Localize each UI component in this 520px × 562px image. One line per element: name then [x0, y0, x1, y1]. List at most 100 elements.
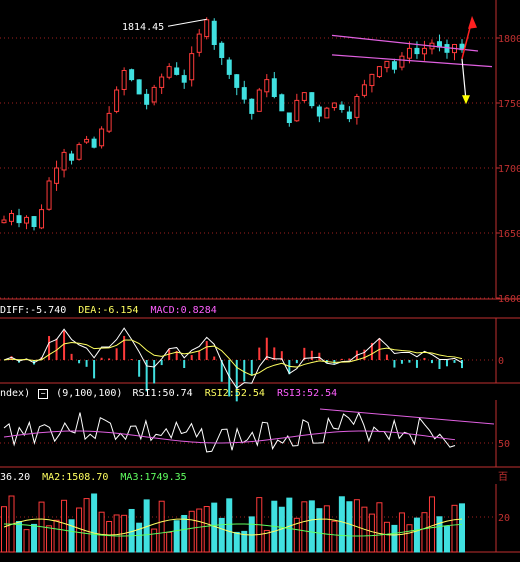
candle-body — [24, 216, 30, 224]
rsi-params: (9,100,100) — [56, 388, 123, 399]
macd-diff-line — [3, 327, 463, 389]
price-tick-label: 1800 — [498, 34, 520, 45]
volume-bar — [376, 502, 383, 553]
price-panel: 1800 1750 1700 1650 1600 1814.45 — [0, 0, 520, 305]
candle-body — [91, 138, 97, 148]
candle-body — [114, 89, 120, 112]
price-tick-label: 1700 — [498, 164, 520, 175]
candle-body — [354, 96, 360, 118]
ma2-value: MA2:1508.70 — [42, 472, 109, 483]
volume-bar — [188, 510, 195, 553]
candle-body — [279, 94, 285, 112]
volume-bar — [98, 511, 105, 553]
volume-bar — [46, 525, 53, 553]
channel-upper-line — [331, 34, 479, 52]
candle-body — [256, 89, 262, 112]
volume-bar — [413, 517, 420, 553]
volume-bar — [459, 503, 465, 553]
volume-bar — [301, 501, 308, 553]
rsi3-line — [3, 430, 456, 444]
volume-bar — [233, 531, 240, 553]
volume-bar — [286, 497, 293, 553]
candle-body — [1, 219, 7, 224]
rsi-header: ndex) − (9,100,100) RSI1:50.74 RSI2:52.5… — [0, 388, 343, 400]
candle-body — [406, 47, 412, 59]
volume-bar — [218, 517, 225, 553]
candle-body — [241, 87, 247, 100]
macd-macd-label: MACD: — [150, 305, 181, 316]
volume-bar — [1, 506, 7, 553]
candle-body — [99, 128, 105, 147]
candle-body — [211, 20, 217, 45]
arrow-down-line — [461, 58, 467, 101]
candle-body — [54, 167, 60, 184]
candle-body — [174, 67, 180, 75]
price-tick-label: 1600 — [498, 294, 520, 305]
candle-body — [39, 209, 45, 229]
arrow-down-head — [462, 95, 470, 105]
rsi-panel: 50 — [0, 400, 520, 468]
ma3-value: MA3:1749.35 — [120, 472, 187, 483]
candle-body — [129, 69, 135, 81]
volume-bar — [226, 498, 233, 553]
channel-lower-line — [331, 54, 493, 68]
macd-zero-label: 0 — [498, 356, 504, 367]
candle-body — [286, 112, 292, 124]
volume-bar — [308, 500, 315, 553]
macd-panel: 0 — [0, 317, 520, 402]
rsi2-label: RSI2: — [204, 388, 235, 399]
volume-bar — [406, 524, 413, 553]
volume-bar — [158, 500, 165, 553]
rsi3-label: RSI3: — [276, 388, 308, 399]
candle-body — [9, 213, 15, 222]
candle-body — [46, 180, 52, 210]
volume-panel: 20 百 — [0, 471, 520, 553]
candle-body — [151, 86, 157, 103]
volume-bar — [76, 507, 83, 553]
candle-body — [391, 61, 397, 70]
candle-body — [309, 92, 315, 107]
candle-body — [369, 73, 375, 87]
volume-bar — [428, 496, 435, 553]
volume-bar — [346, 501, 353, 553]
volume-bar — [151, 528, 158, 553]
volume-bar — [61, 499, 68, 553]
macd-dea-label: DEA: — [78, 305, 103, 316]
candle-body — [421, 47, 427, 55]
volume-bar — [211, 502, 218, 553]
volume-bar — [106, 520, 113, 553]
candle-body — [331, 102, 337, 109]
candle-body — [16, 215, 22, 224]
macd-dea-line — [3, 339, 463, 376]
candle-body — [84, 138, 90, 143]
candle-body — [324, 107, 330, 119]
candle-body — [159, 76, 165, 88]
volume-bar — [331, 520, 338, 553]
volume-bar — [316, 508, 323, 553]
candle-body — [376, 66, 382, 78]
macd-diff-label: DIFF: — [0, 305, 31, 316]
volume-bar — [16, 521, 23, 553]
candle-body — [339, 104, 345, 110]
volume-bar — [91, 493, 98, 553]
volume-bar — [293, 517, 300, 553]
macd-diff-value: -5.740 — [30, 305, 67, 316]
volume-bar — [83, 498, 90, 553]
volume-bar — [166, 531, 173, 553]
candle-body — [301, 92, 307, 101]
volume-bar — [436, 516, 443, 553]
volume-corner-label: 百 — [498, 471, 508, 483]
candle-body — [271, 78, 277, 98]
candle-body — [234, 74, 240, 88]
candle-body — [69, 153, 75, 161]
rsi1-label: RSI1: — [132, 388, 163, 399]
rsi-toggle-icon[interactable]: − — [38, 389, 49, 399]
volume-ma3-line — [3, 523, 463, 537]
candle-body — [204, 19, 210, 38]
candle-body — [76, 144, 82, 160]
price-tick-label: 1650 — [498, 229, 520, 240]
candle-body — [346, 111, 352, 120]
candle-body — [31, 216, 37, 227]
price-tick-label: 1750 — [498, 99, 520, 110]
volume-bar — [181, 514, 188, 553]
